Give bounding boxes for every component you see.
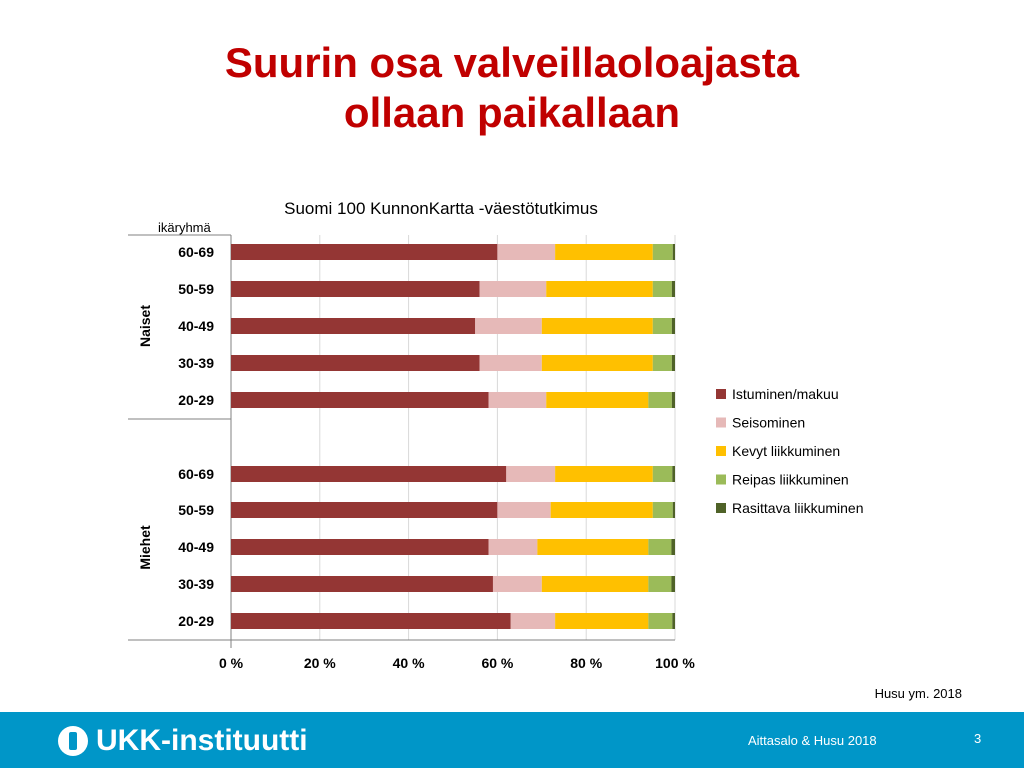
legend-label: Reipas liikkuminen [732,472,849,488]
category-label: 30-39 [178,576,214,592]
bar-segment [555,244,653,260]
bar-segment [231,613,511,629]
bar-segment [541,576,649,592]
legend-swatch [716,389,726,399]
stacked-bar-chart: Suomi 100 KunnonKartta -väestötutkimus i… [128,199,864,671]
bar-segment [546,281,653,297]
bar-segment [506,466,556,482]
x-tick-label: 20 % [304,655,336,671]
bar-segment [550,502,653,518]
row-header: ikäryhmä [158,220,212,235]
category-label: 40-49 [178,539,214,555]
bar-segment [652,244,673,260]
category-label: 20-29 [178,613,214,629]
x-tick-label: 100 % [655,655,695,671]
legend-label: Istuminen/makuu [732,386,839,402]
bar-segment [671,392,675,408]
bar-segment [488,539,538,555]
bar-segment [497,244,556,260]
bar-segment [231,502,498,518]
title-line-2: ollaan paikallaan [343,89,681,136]
bar-segment [479,355,542,371]
bar-segment [671,281,675,297]
category-label: 50-59 [178,281,214,297]
category-labels: 60-69 50-59 40-49 30-39 20-29 Naiset 60-69 50-5… [137,244,214,629]
legend-swatch [716,503,726,513]
slide-title: Suurin osa valveillaoloajasta ollaan pai… [0,38,1024,138]
bar-segment [652,318,672,334]
legend-label: Rasittava liikkuminen [732,500,864,516]
bar-segment [510,613,556,629]
bar-segment [497,502,551,518]
logo-text: UKK-instituutti [96,724,308,757]
category-label: 60-69 [178,244,214,260]
bar-segment [475,318,542,334]
bar-segment [488,392,547,408]
legend-swatch [716,474,726,485]
legend: Istuminen/makuu Seisominen Kevyt liikkumin… [716,386,864,516]
x-tick-label: 40 % [393,655,425,671]
bar-segment [671,355,675,371]
x-axis-ticks: 0 % 20 % 40 % 60 % 80 % 100 % [219,655,695,671]
legend-swatch [716,417,726,428]
bar-segment [231,392,489,408]
group-label: Miehet [137,525,153,570]
bar-segment [555,466,653,482]
bar-segment [541,318,653,334]
category-label: 50-59 [178,502,214,518]
legend-label: Seisominen [732,415,805,431]
x-tick-label: 0 % [219,655,244,671]
bars [231,244,675,629]
group-label: Naiset [137,305,153,347]
bar-segment [648,539,672,555]
bar-segment [231,466,507,482]
category-label: 60-69 [178,466,214,482]
x-tick-label: 80 % [570,655,602,671]
title-line-1: Suurin osa valveillaoloajasta [224,39,800,86]
bar-segment [652,355,672,371]
x-tick-label: 60 % [481,655,513,671]
chart-title: Suomi 100 KunnonKartta -väestötutkimus [284,199,598,218]
bar-segment [671,318,675,334]
bar-segment [546,392,649,408]
bar-segment [231,576,493,592]
footer-credit: Aittasalo & Husu 2018 [748,733,877,748]
ukk-logo-icon [58,726,88,756]
bar-segment [231,355,480,371]
bar-segment [231,539,489,555]
bar-segment [541,355,653,371]
bar-segment [231,318,476,334]
ukk-logo: UKK-instituutti [58,724,308,758]
bar-segment [672,613,675,629]
bar-segment [479,281,547,297]
category-label: 30-39 [178,355,214,371]
page-number: 3 [974,731,982,746]
legend-label: Kevyt liikkuminen [732,443,840,459]
bar-segment [672,466,675,482]
bar-segment [672,244,675,260]
bar-segment [537,539,649,555]
grid [128,234,676,648]
bar-segment [555,613,649,629]
category-label: 20-29 [178,392,214,408]
legend-swatch [716,446,726,456]
bar-segment [652,502,673,518]
footer-bar [0,712,1024,768]
bar-segment [648,576,672,592]
bar-segment [231,244,498,260]
bar-segment [492,576,542,592]
bar-segment [231,281,480,297]
bar-segment [652,466,673,482]
source-note: Husu ym. 2018 [874,686,962,701]
bar-segment [672,502,675,518]
bar-segment [652,281,672,297]
bar-segment [671,539,675,555]
category-label: 40-49 [178,318,214,334]
bar-segment [648,392,672,408]
bar-segment [671,576,675,592]
bar-segment [648,613,673,629]
